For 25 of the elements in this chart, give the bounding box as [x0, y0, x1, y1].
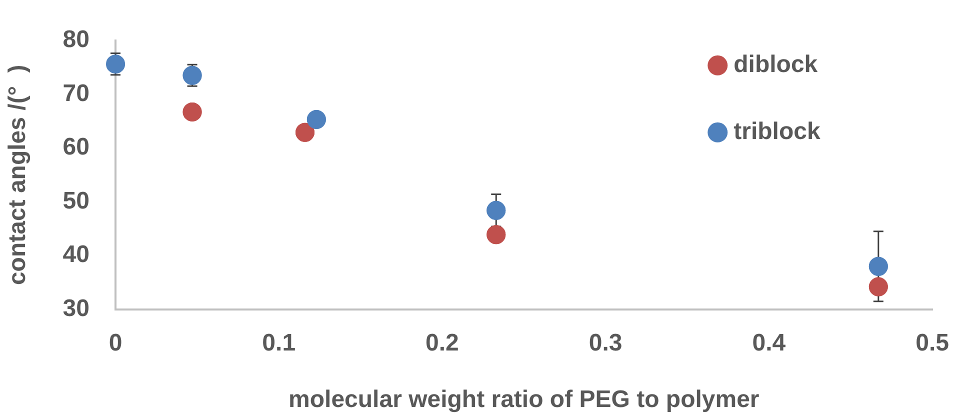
point — [296, 122, 314, 142]
x-tick-label: 0.5 — [916, 329, 950, 356]
y-tick-label: 30 — [62, 295, 90, 322]
point — [182, 66, 202, 85]
legend-label: diblock — [734, 51, 818, 78]
point — [106, 54, 125, 74]
y-tick-label: 80 — [62, 26, 90, 54]
y-tick-label: 70 — [62, 80, 90, 107]
x-tick-label: 0 — [108, 329, 122, 356]
point — [868, 277, 888, 296]
y-axis-title: contact angles /(° ) — [4, 64, 32, 286]
point — [182, 102, 202, 122]
point — [306, 110, 326, 129]
x-axis-title: molecular weight ratio of PEG to polymer — [288, 386, 760, 414]
y-tick-label: 50 — [62, 187, 90, 214]
x-tick-label: 0.4 — [752, 329, 786, 356]
x-tick-label: 0.1 — [262, 329, 296, 356]
x-tick-label: 0.2 — [426, 329, 459, 356]
y-tick-label: 40 — [62, 241, 90, 268]
y-tick-label: 60 — [62, 134, 90, 161]
point — [486, 200, 506, 220]
point — [486, 225, 506, 244]
x-tick-label: 0.3 — [588, 329, 622, 356]
point — [868, 256, 888, 276]
legend-label: triblock — [734, 118, 821, 146]
